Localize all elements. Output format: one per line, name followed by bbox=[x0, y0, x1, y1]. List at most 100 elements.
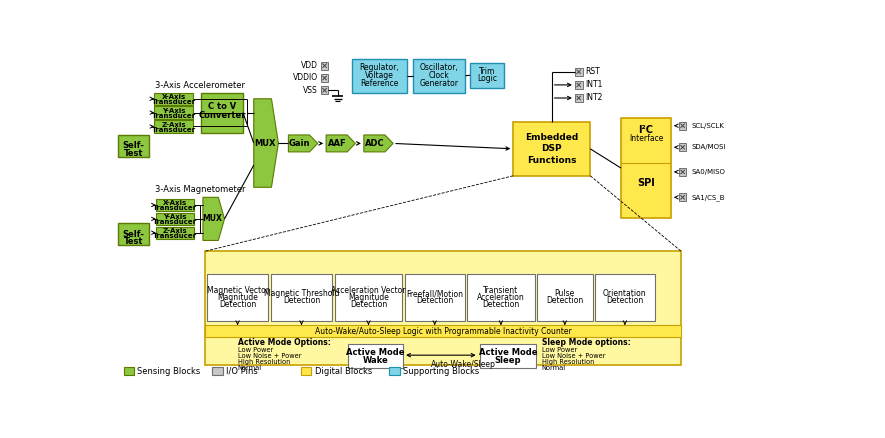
Bar bbox=[154, 106, 193, 119]
Text: Supporting Blocks: Supporting Blocks bbox=[404, 367, 480, 376]
Text: Reference: Reference bbox=[360, 79, 398, 88]
Text: Transient: Transient bbox=[483, 286, 519, 295]
Text: Active Mode: Active Mode bbox=[479, 348, 537, 357]
Text: Transducer: Transducer bbox=[153, 233, 197, 239]
Text: X-Axis: X-Axis bbox=[163, 201, 188, 206]
Text: Transducer: Transducer bbox=[153, 219, 197, 225]
Text: SA0/MISO: SA0/MISO bbox=[691, 169, 725, 175]
Text: 3-Axis Magnetometer: 3-Axis Magnetometer bbox=[155, 185, 246, 194]
Bar bbox=[205, 325, 681, 337]
Text: 3-Axis Accelerometer: 3-Axis Accelerometer bbox=[155, 81, 245, 90]
Text: Converter: Converter bbox=[198, 111, 246, 120]
Text: Orientation: Orientation bbox=[603, 290, 647, 298]
Text: Detection: Detection bbox=[416, 297, 453, 305]
Bar bbox=[320, 62, 328, 70]
Bar bbox=[212, 367, 223, 375]
Text: SCL/SCLK: SCL/SCLK bbox=[691, 123, 724, 129]
Bar bbox=[467, 274, 535, 321]
Text: Freefall/Motion: Freefall/Motion bbox=[406, 290, 463, 298]
Bar bbox=[470, 63, 504, 88]
Text: Magnetic Vector: Magnetic Vector bbox=[206, 286, 268, 295]
Text: Magnetic Threshold: Magnetic Threshold bbox=[264, 290, 339, 298]
Text: SDA/MOSI: SDA/MOSI bbox=[691, 144, 726, 150]
Text: Oscillator,: Oscillator, bbox=[419, 64, 458, 72]
Text: INT1: INT1 bbox=[586, 81, 603, 89]
Bar bbox=[537, 274, 593, 321]
Bar bbox=[320, 86, 328, 94]
Bar bbox=[154, 120, 193, 133]
Bar bbox=[271, 274, 332, 321]
Text: Y-Axis: Y-Axis bbox=[164, 214, 187, 220]
Text: Wake: Wake bbox=[363, 356, 389, 365]
Text: Active Mode Options:: Active Mode Options: bbox=[237, 338, 330, 347]
Polygon shape bbox=[289, 135, 318, 152]
Text: Z-Axis: Z-Axis bbox=[161, 122, 186, 128]
Text: VDD: VDD bbox=[301, 61, 318, 70]
Text: Sensing Blocks: Sensing Blocks bbox=[137, 367, 201, 376]
Bar bbox=[679, 143, 687, 151]
Text: X-Axis: X-Axis bbox=[162, 94, 186, 100]
Text: Normal: Normal bbox=[542, 365, 566, 371]
Text: Transducer: Transducer bbox=[151, 127, 196, 133]
Bar bbox=[207, 274, 268, 321]
Text: Detection: Detection bbox=[283, 297, 320, 305]
Text: Transducer: Transducer bbox=[153, 205, 197, 211]
Bar bbox=[389, 367, 400, 375]
Text: Acceleration: Acceleration bbox=[477, 293, 525, 302]
Text: VSS: VSS bbox=[303, 86, 318, 95]
Bar bbox=[202, 92, 243, 133]
Text: Detection: Detection bbox=[219, 300, 256, 309]
Bar bbox=[351, 59, 407, 92]
Bar bbox=[595, 274, 655, 321]
Text: VDDIO: VDDIO bbox=[293, 74, 318, 82]
Text: Interface: Interface bbox=[629, 134, 663, 143]
Text: Test: Test bbox=[124, 149, 143, 158]
Text: Z-Axis: Z-Axis bbox=[163, 228, 188, 234]
Bar bbox=[119, 135, 149, 156]
Text: Pulse: Pulse bbox=[555, 290, 575, 298]
Text: Transducer: Transducer bbox=[151, 99, 196, 105]
Text: AAF: AAF bbox=[327, 139, 346, 148]
Bar bbox=[119, 223, 149, 245]
Text: High Resolution: High Resolution bbox=[542, 359, 594, 365]
Bar bbox=[575, 81, 582, 89]
Text: RST: RST bbox=[586, 67, 600, 76]
Bar bbox=[154, 92, 193, 105]
Text: MUX: MUX bbox=[254, 138, 275, 148]
Text: Auto-Wake/Sleep: Auto-Wake/Sleep bbox=[431, 360, 496, 369]
Text: DSP: DSP bbox=[542, 144, 562, 153]
Text: ADC: ADC bbox=[365, 139, 384, 148]
Bar bbox=[621, 118, 671, 218]
Bar bbox=[156, 213, 195, 225]
Bar bbox=[205, 251, 681, 365]
Text: Generator: Generator bbox=[419, 79, 458, 88]
Text: Functions: Functions bbox=[527, 156, 576, 165]
Text: I²C: I²C bbox=[639, 124, 653, 134]
Bar bbox=[301, 367, 312, 375]
Text: Clock: Clock bbox=[429, 71, 450, 80]
Bar bbox=[679, 168, 687, 176]
Bar bbox=[156, 226, 195, 239]
Text: Low Noise + Power: Low Noise + Power bbox=[542, 353, 605, 359]
Bar bbox=[575, 94, 582, 102]
Text: Low Power: Low Power bbox=[237, 347, 273, 353]
Text: Low Noise + Power: Low Noise + Power bbox=[237, 353, 301, 359]
Bar bbox=[679, 194, 687, 201]
Text: Detection: Detection bbox=[350, 300, 387, 309]
Text: Auto-Wake/Auto-Sleep Logic with Programmable Inactivity Counter: Auto-Wake/Auto-Sleep Logic with Programm… bbox=[315, 327, 572, 336]
Text: Magnitude: Magnitude bbox=[348, 293, 389, 302]
Polygon shape bbox=[327, 135, 356, 152]
Bar bbox=[513, 122, 590, 176]
Text: Self-: Self- bbox=[123, 141, 144, 150]
Text: High Resolution: High Resolution bbox=[237, 359, 290, 365]
Bar bbox=[156, 199, 195, 211]
Text: MUX: MUX bbox=[203, 214, 222, 223]
Bar bbox=[404, 274, 465, 321]
Text: SPI: SPI bbox=[637, 178, 655, 188]
Text: Voltage: Voltage bbox=[365, 71, 394, 80]
Text: Regulator,: Regulator, bbox=[359, 64, 399, 72]
Text: Acceleration Vector: Acceleration Vector bbox=[331, 286, 405, 295]
Text: Y-Axis: Y-Axis bbox=[162, 108, 186, 114]
Text: Detection: Detection bbox=[546, 297, 583, 305]
Text: Active Mode: Active Mode bbox=[346, 348, 404, 357]
